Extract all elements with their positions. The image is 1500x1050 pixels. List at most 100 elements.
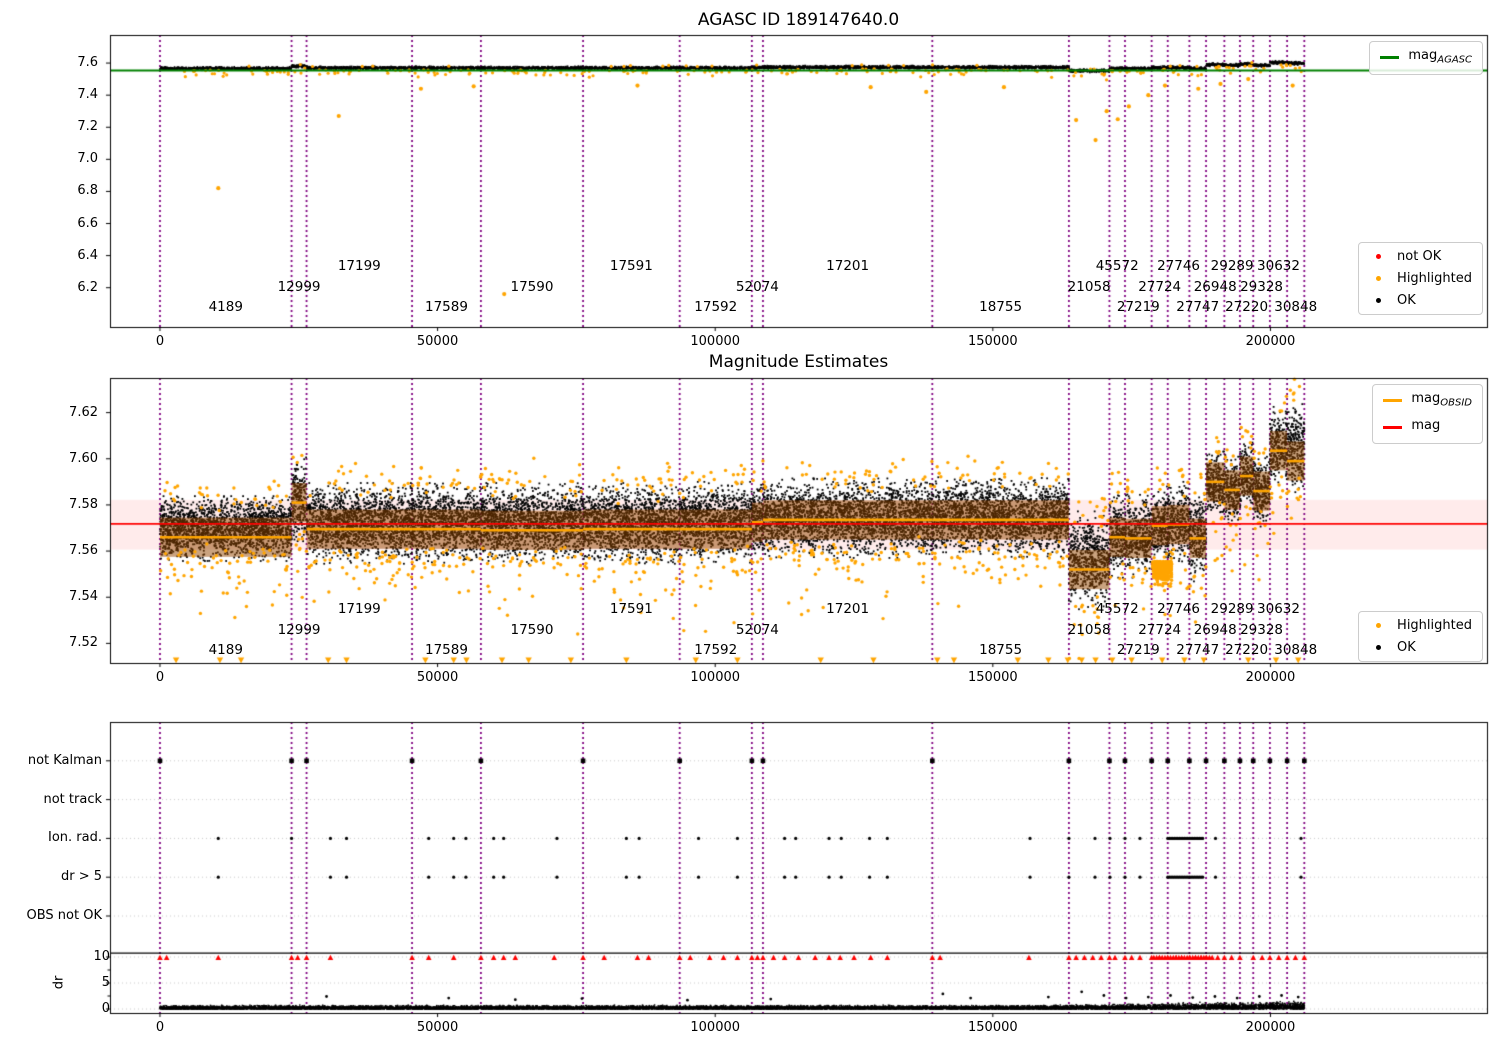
panel2-title: Magnitude Estimates — [708, 352, 889, 372]
y-tick-label: 7.2 — [77, 119, 98, 135]
obsid-label: 17590 — [510, 622, 554, 638]
x-tick-label: 150000 — [968, 334, 1018, 349]
obsid-label: 18755 — [979, 299, 1023, 315]
legend-label-not-ok: not OK — [1397, 249, 1442, 264]
obsid-label: 12999 — [277, 279, 321, 295]
obsid-label: 26948 — [1193, 279, 1237, 295]
legend-points-top: not OK Highlighted OK — [1358, 242, 1483, 315]
obsid-label: 21058 — [1067, 279, 1111, 295]
x-tick-label: 50000 — [416, 670, 459, 685]
legend-label-highlighted-mid: Highlighted — [1397, 618, 1472, 633]
y-tick-label: 6.8 — [77, 183, 98, 199]
legend-points-mid: Highlighted OK — [1358, 611, 1483, 662]
obsid-label: 29328 — [1240, 622, 1284, 638]
y-tick-label: 7.58 — [69, 496, 98, 512]
legend-item-highlighted-mid: Highlighted — [1369, 618, 1472, 633]
obsid-label: 45572 — [1095, 258, 1139, 274]
obsid-label: 17589 — [424, 642, 468, 658]
legend-item-not-ok: not OK — [1369, 249, 1472, 264]
x-tick-label: 150000 — [968, 1020, 1018, 1035]
legend-label-mag-obsid: magOBSID — [1411, 391, 1472, 409]
obsid-label: 45572 — [1095, 601, 1139, 617]
obsid-label: 27219 — [1116, 642, 1160, 658]
y-tick-label: 7.62 — [69, 404, 98, 420]
legend-mag-obsid: magOBSID mag — [1372, 384, 1483, 445]
y-tick-label: 7.60 — [69, 450, 98, 466]
obsid-label: 4189 — [208, 299, 243, 315]
legend-label-mag-agasc: magAGASC — [1408, 48, 1472, 66]
obsid-label: 30632 — [1257, 258, 1300, 274]
legend-item-highlighted: Highlighted — [1369, 271, 1472, 286]
obsid-label: 17201 — [826, 601, 870, 617]
dr-tick-label: 0 — [101, 1001, 110, 1016]
legend-label-mag: mag — [1411, 417, 1441, 433]
x-tick-label: 200000 — [1245, 334, 1296, 349]
y-tick-label: 7.6 — [77, 55, 98, 71]
dr-tick-label: 10 — [93, 949, 110, 964]
obsid-label: 26948 — [1193, 622, 1237, 638]
y-tick-label: 7.52 — [69, 635, 98, 651]
obsid-label: 17199 — [337, 258, 381, 274]
dr-tick-label: 5 — [101, 975, 110, 990]
legend-item-mag-obsid: magOBSID — [1383, 391, 1472, 411]
x-tick-label: 100000 — [690, 334, 741, 349]
legend-label-ok: OK — [1397, 293, 1416, 308]
obsid-label: 27747 — [1176, 299, 1220, 315]
legend-label-highlighted: Highlighted — [1397, 271, 1472, 286]
obsid-label: 27219 — [1116, 299, 1160, 315]
highlighted-dot-swatch — [1376, 276, 1382, 281]
legend-item-mag-agasc: magAGASC — [1380, 48, 1472, 68]
obsid-label: 30632 — [1257, 601, 1300, 617]
obsid-label: 12999 — [277, 622, 321, 638]
obsid-label: 30848 — [1274, 642, 1318, 658]
not-ok-dot-swatch — [1376, 254, 1382, 259]
legend-label-ok-mid: OK — [1397, 640, 1416, 655]
obsid-label: 17592 — [694, 299, 738, 315]
dr-axis-label: dr — [51, 975, 67, 990]
obsid-label: 27746 — [1157, 601, 1201, 617]
mag-obsid-line-swatch — [1383, 399, 1403, 403]
x-tick-label: 0 — [155, 1020, 165, 1035]
x-tick-label: 200000 — [1245, 670, 1296, 685]
obsid-label: 21058 — [1067, 622, 1111, 638]
legend-item-ok-mid: OK — [1369, 640, 1472, 655]
obsid-label: 17199 — [337, 601, 381, 617]
flag-row-label: OBS not OK — [26, 908, 103, 923]
legend-item-ok: OK — [1369, 293, 1472, 308]
y-tick-label: 7.4 — [77, 87, 98, 103]
obsid-label: 4189 — [208, 642, 243, 658]
x-tick-label: 200000 — [1245, 1020, 1296, 1035]
ok-dot-swatch — [1376, 298, 1382, 303]
x-tick-label: 50000 — [416, 1020, 459, 1035]
obsid-label: 27724 — [1138, 279, 1182, 295]
x-tick-label: 100000 — [690, 1020, 741, 1035]
legend-mag-agasc: magAGASC — [1369, 41, 1483, 75]
obsid-label: 17591 — [609, 258, 653, 274]
flag-row-label: dr > 5 — [60, 869, 102, 885]
obsid-label: 27747 — [1176, 642, 1220, 658]
flag-row-label: not Kalman — [27, 752, 102, 768]
obsid-label: 27220 — [1225, 299, 1269, 315]
flag-row-label: Ion. rad. — [48, 830, 102, 846]
mag-agasc-line-swatch — [1380, 56, 1400, 60]
obsid-label: 52074 — [735, 279, 779, 295]
obsid-label: 27724 — [1138, 622, 1182, 638]
obsid-label: 17589 — [424, 299, 468, 315]
x-tick-label: 50000 — [416, 334, 459, 349]
y-tick-label: 7.0 — [77, 151, 98, 167]
highlighted-dot-swatch — [1376, 623, 1382, 628]
ok-dot-swatch — [1376, 645, 1382, 650]
flag-row-label: not track — [43, 791, 102, 807]
x-tick-label: 0 — [155, 670, 165, 685]
obsid-label: 27746 — [1157, 258, 1201, 274]
obsid-label: 17592 — [694, 642, 738, 658]
mag-line-swatch — [1383, 425, 1403, 429]
obsid-label: 17201 — [826, 258, 870, 274]
x-tick-label: 0 — [155, 334, 165, 349]
obsid-label: 17590 — [510, 279, 554, 295]
obsid-label: 29289 — [1210, 258, 1254, 274]
x-tick-label: 100000 — [690, 670, 741, 685]
y-tick-label: 6.6 — [77, 215, 98, 231]
